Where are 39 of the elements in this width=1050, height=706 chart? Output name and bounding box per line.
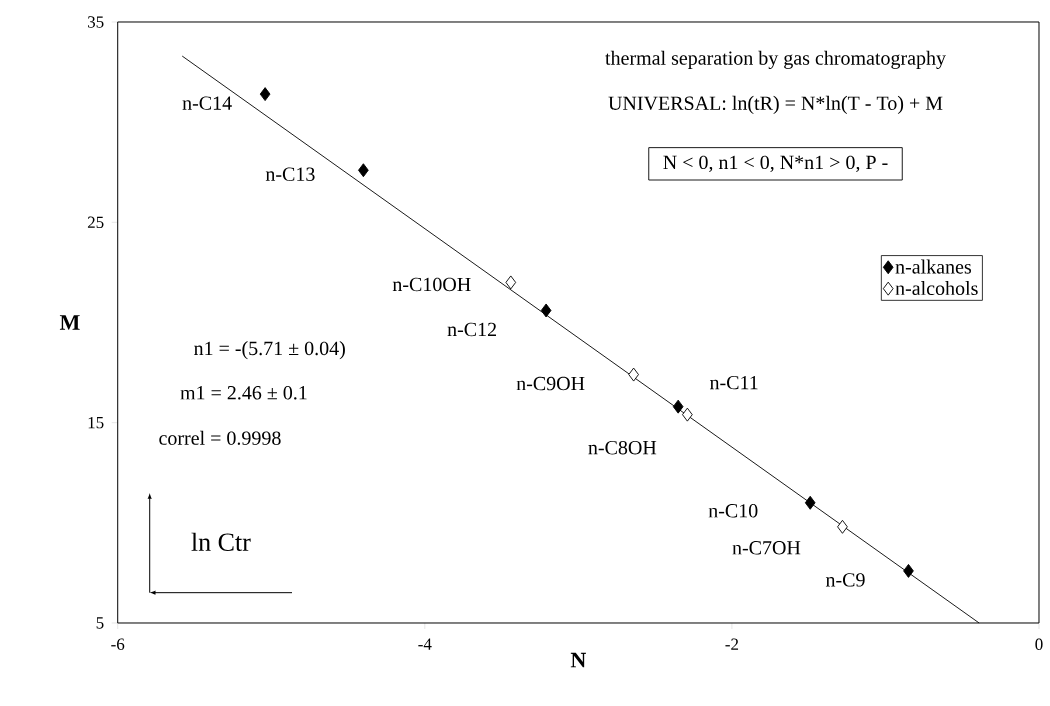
y-tick-label: 35 [87,16,104,28]
annotation: n1 = -(5.71 ± 0.04) [194,341,345,360]
annotation: ln Ctr [191,532,251,551]
annotation: n-C9OH [516,376,585,391]
annotation: n-C14 [182,96,232,110]
point [628,367,639,382]
legend-label: n-alkanes [895,259,971,274]
point [259,87,271,102]
point [682,407,693,422]
point [672,399,684,414]
point [540,303,552,318]
x-axis-title: N [570,652,587,668]
point [903,563,914,578]
annotation: N < 0, n1 < 0, N*n1 > 0, P - [663,155,888,173]
y-tick-label: 25 [87,216,104,229]
x-tick-label: -4 [418,638,432,650]
point [358,163,369,178]
legend-label: n-alcohols [895,280,978,296]
point [505,275,517,290]
annotation: UNIVERSAL: ln(tR) = N*ln(T - To) + M [608,95,943,114]
annotation: n-C12 [447,322,496,337]
point [804,495,816,510]
y-tick-label: 5 [96,617,104,629]
x-tick-label: -2 [725,638,739,650]
annotation: n-C7OH [732,541,801,555]
annotation: correl = 0.9998 [159,430,281,445]
x-tick-label: 0 [1035,638,1043,650]
annotation: n-C9 [825,573,865,587]
point [837,519,848,534]
y-tick-label: 15 [88,416,104,429]
annotation: n-C10 [708,504,758,518]
annotation: n-C8OH [588,440,657,455]
y-axis-title: M [59,315,80,330]
x-tick-label: -6 [111,638,125,650]
annotation: n-C13 [265,167,315,181]
annotation: n-C11 [709,375,758,390]
annotation: n-C10OH [392,277,471,292]
annotation: m1 = 2.46 ± 0.1 [180,386,307,400]
annotation: thermal separation by gas chromatography [605,50,946,69]
